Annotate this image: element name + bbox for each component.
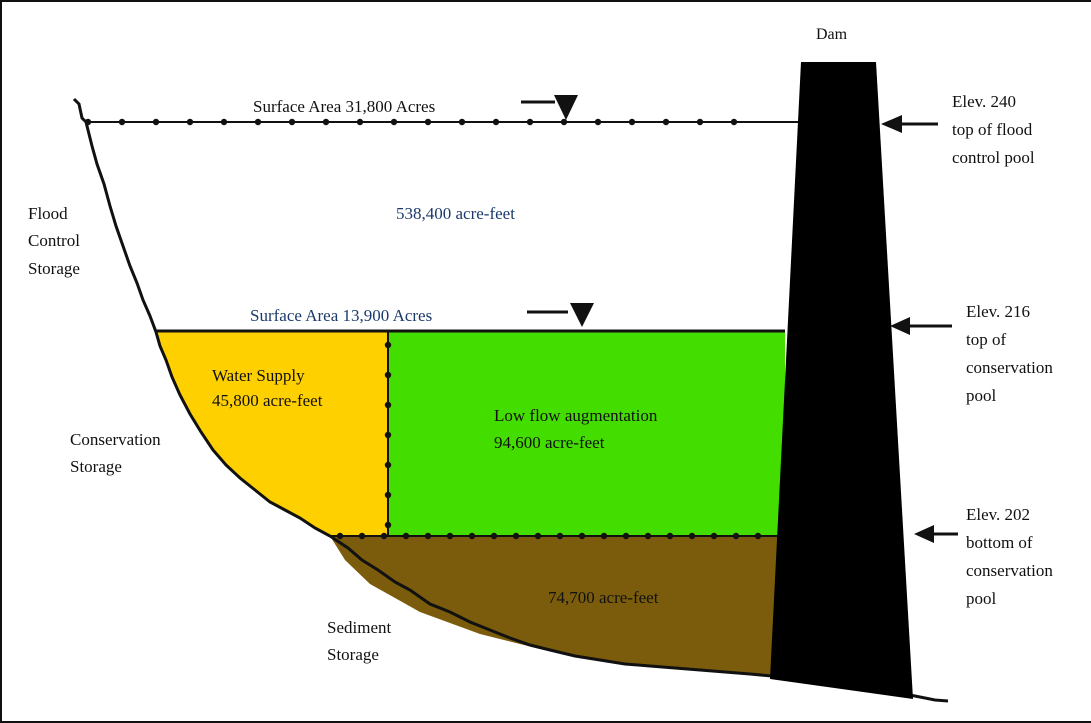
- divider-dot: [384, 341, 392, 349]
- elev-216-line-2: top of: [966, 330, 1007, 349]
- flood-pool-dot: [254, 118, 262, 126]
- flood-storage-label-1: Flood: [28, 204, 68, 223]
- flood-pool-dot: [594, 118, 602, 126]
- sediment-line-dot: [578, 532, 586, 540]
- elev-216-line-3: conservation: [966, 358, 1053, 377]
- divider-dot: [384, 491, 392, 499]
- flood-pool-dot: [152, 118, 160, 126]
- sediment-zone: [330, 536, 785, 676]
- sediment-line-dot: [402, 532, 410, 540]
- sediment-line-dot: [732, 532, 740, 540]
- sediment-line-dot: [754, 532, 762, 540]
- sediment-line-dot: [666, 532, 674, 540]
- flood-pool-dot: [390, 118, 398, 126]
- elev-240-line-1: Elev. 240: [952, 92, 1017, 111]
- sediment-line-dot: [534, 532, 542, 540]
- flood-pool-dot: [118, 118, 126, 126]
- flood-pool-dot: [288, 118, 296, 126]
- elev-240-line-2: top of flood: [952, 120, 1033, 139]
- flood-pool-dot: [628, 118, 636, 126]
- low-flow-volume: 94,600 acre-feet: [494, 433, 605, 452]
- flood-pool-dot: [84, 118, 92, 126]
- conservation-marker-triangle-icon: [570, 303, 594, 327]
- elev-202-line-2: bottom of: [966, 533, 1033, 552]
- flood-marker-triangle-icon: [554, 95, 578, 120]
- sediment-line-dot: [644, 532, 652, 540]
- dam-label: Dam: [816, 26, 848, 43]
- flood-pool-dot: [730, 118, 738, 126]
- flood-pool-dot: [662, 118, 670, 126]
- elev-216-arrow-icon: [890, 317, 952, 335]
- flood-pool-dot: [560, 118, 568, 126]
- sediment-line-dot: [336, 532, 344, 540]
- conservation-storage-label-2: Storage: [70, 457, 122, 476]
- sediment-line-dot: [600, 532, 608, 540]
- conservation-surface-area-label: Surface Area 13,900 Acres: [250, 306, 433, 325]
- divider-dot: [384, 521, 392, 529]
- flood-pool-dot: [356, 118, 364, 126]
- divider-dot: [384, 401, 392, 409]
- sediment-line-dot: [380, 532, 388, 540]
- flood-pool-dot: [696, 118, 704, 126]
- elev-216-line-4: pool: [966, 386, 997, 405]
- flood-pool-dot: [186, 118, 194, 126]
- water-supply-title: Water Supply: [212, 366, 305, 385]
- elev-202-line-1: Elev. 202: [966, 505, 1031, 524]
- flood-pool-dot: [458, 118, 466, 126]
- sediment-line-dot: [424, 532, 432, 540]
- low-flow-zone: [388, 332, 785, 536]
- conservation-bottom-dots: [336, 532, 762, 540]
- low-flow-title: Low flow augmentation: [494, 406, 658, 425]
- sediment-line-dot: [622, 532, 630, 540]
- elev-202-line-3: conservation: [966, 561, 1053, 580]
- elev-240-arrow-icon: [881, 115, 938, 133]
- sediment-line-dot: [490, 532, 498, 540]
- divider-dot: [384, 431, 392, 439]
- flood-pool-dot: [322, 118, 330, 126]
- flood-pool-dot: [526, 118, 534, 126]
- elev-202-line-4: pool: [966, 589, 997, 608]
- elev-202-arrow-icon: [914, 525, 958, 543]
- divider-dot: [384, 461, 392, 469]
- water-supply-zone: [158, 332, 388, 536]
- flood-pool-dots: [84, 118, 738, 126]
- flood-surface-area-label: Surface Area 31,800 Acres: [253, 97, 436, 116]
- sediment-line-dot: [556, 532, 564, 540]
- flood-pool-dot: [492, 118, 500, 126]
- divider-dot: [384, 371, 392, 379]
- sediment-line-dot: [710, 532, 718, 540]
- dam-structure: [770, 62, 913, 699]
- sediment-line-dot: [688, 532, 696, 540]
- flood-storage-label-2: Control: [28, 231, 80, 250]
- reservoir-bank: [72, 97, 949, 703]
- flood-volume-label: 538,400 acre-feet: [396, 204, 515, 223]
- sediment-line-dot: [468, 532, 476, 540]
- flood-storage-label-3: Storage: [28, 259, 80, 278]
- water-supply-volume: 45,800 acre-feet: [212, 391, 323, 410]
- elev-216-line-1: Elev. 216: [966, 302, 1031, 321]
- sediment-volume-label: 74,700 acre-feet: [548, 588, 659, 607]
- flood-pool-dot: [424, 118, 432, 126]
- sediment-line-dot: [358, 532, 366, 540]
- elev-240-line-3: control pool: [952, 148, 1035, 167]
- sediment-storage-label-2: Storage: [327, 645, 379, 664]
- sediment-line-dot: [446, 532, 454, 540]
- flood-pool-dot: [220, 118, 228, 126]
- sediment-line-dot: [512, 532, 520, 540]
- storage-divider-dots: [384, 341, 392, 529]
- sediment-storage-label-1: Sediment: [327, 618, 392, 637]
- conservation-storage-label-1: Conservation: [70, 430, 161, 449]
